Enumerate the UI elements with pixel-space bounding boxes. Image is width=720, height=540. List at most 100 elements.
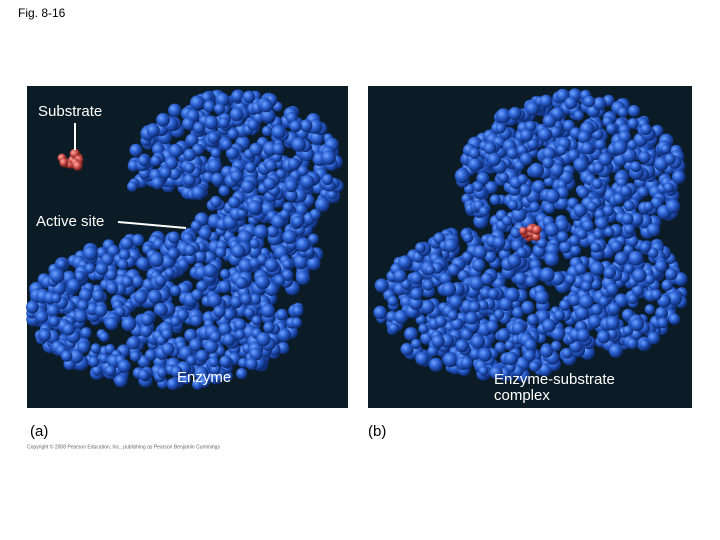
atom bbox=[469, 147, 480, 159]
atom bbox=[401, 279, 412, 290]
atom bbox=[564, 96, 578, 110]
atom bbox=[167, 248, 179, 260]
atom bbox=[573, 157, 589, 173]
atom bbox=[620, 185, 632, 198]
atom bbox=[470, 334, 485, 349]
atom bbox=[190, 95, 205, 110]
atom bbox=[637, 186, 649, 198]
atom bbox=[519, 226, 528, 235]
atom bbox=[91, 365, 103, 376]
atom bbox=[638, 151, 651, 164]
atom bbox=[534, 290, 550, 305]
atom bbox=[184, 328, 198, 342]
atom bbox=[415, 242, 426, 254]
atom bbox=[549, 163, 564, 178]
atom bbox=[56, 259, 67, 270]
atom bbox=[627, 235, 639, 247]
atom bbox=[418, 323, 429, 335]
atom bbox=[203, 263, 218, 278]
atom bbox=[469, 348, 481, 360]
atom bbox=[646, 223, 661, 237]
atom bbox=[550, 340, 562, 352]
atom bbox=[388, 322, 400, 334]
atom bbox=[218, 280, 232, 294]
atom bbox=[152, 143, 165, 156]
atom bbox=[182, 117, 195, 131]
atom bbox=[168, 167, 181, 181]
atom bbox=[540, 344, 553, 358]
atom bbox=[184, 244, 196, 256]
atom bbox=[296, 237, 311, 252]
atom bbox=[573, 110, 584, 121]
atom bbox=[576, 228, 588, 240]
atom bbox=[170, 316, 181, 327]
atom bbox=[140, 312, 154, 326]
atom bbox=[627, 104, 640, 117]
atom bbox=[489, 194, 501, 206]
atom bbox=[644, 274, 655, 285]
atom bbox=[271, 124, 286, 140]
atom bbox=[209, 331, 222, 343]
atom bbox=[630, 317, 644, 332]
atom bbox=[222, 333, 236, 347]
atom bbox=[577, 130, 591, 144]
atom bbox=[101, 253, 114, 266]
atom bbox=[578, 294, 594, 309]
atom bbox=[454, 168, 470, 184]
atom bbox=[581, 219, 595, 232]
atom bbox=[487, 152, 501, 167]
atom bbox=[665, 267, 678, 281]
atom bbox=[525, 101, 540, 116]
atom bbox=[473, 181, 484, 192]
atom bbox=[159, 166, 172, 179]
atom bbox=[559, 299, 571, 311]
atom bbox=[612, 139, 628, 155]
atom bbox=[672, 170, 686, 184]
atom bbox=[240, 179, 255, 194]
atom bbox=[527, 138, 539, 150]
atom bbox=[565, 273, 576, 285]
atom bbox=[631, 284, 645, 297]
atom bbox=[555, 196, 569, 210]
atom bbox=[264, 258, 279, 272]
atom bbox=[577, 186, 589, 199]
atom bbox=[607, 302, 621, 315]
atom bbox=[525, 120, 537, 132]
atom bbox=[449, 295, 463, 309]
atom bbox=[94, 304, 108, 317]
atom bbox=[249, 293, 262, 305]
atom bbox=[523, 349, 536, 362]
atom bbox=[154, 274, 167, 287]
atom bbox=[479, 206, 490, 217]
atom bbox=[164, 267, 175, 279]
atom bbox=[586, 201, 598, 212]
atom bbox=[131, 275, 144, 288]
atom bbox=[373, 305, 388, 320]
atom bbox=[593, 162, 605, 174]
atom bbox=[189, 338, 203, 352]
atom bbox=[583, 95, 595, 108]
atom bbox=[433, 232, 446, 245]
atom bbox=[624, 263, 635, 274]
atom bbox=[279, 209, 291, 220]
atom bbox=[261, 303, 275, 318]
atom bbox=[598, 152, 612, 167]
atom bbox=[465, 311, 478, 325]
atom bbox=[493, 309, 505, 320]
atom bbox=[451, 317, 464, 331]
atom bbox=[516, 247, 528, 259]
atom bbox=[106, 282, 119, 295]
atom bbox=[529, 361, 540, 372]
atom bbox=[606, 123, 617, 135]
atom bbox=[146, 123, 160, 137]
atom bbox=[544, 222, 559, 237]
atom bbox=[627, 117, 639, 130]
atom bbox=[99, 331, 110, 342]
atom bbox=[618, 130, 632, 144]
atom bbox=[614, 251, 629, 266]
atom bbox=[588, 314, 602, 329]
atom bbox=[180, 374, 192, 385]
atom bbox=[524, 338, 537, 352]
atom bbox=[498, 172, 510, 183]
atom bbox=[253, 224, 269, 239]
